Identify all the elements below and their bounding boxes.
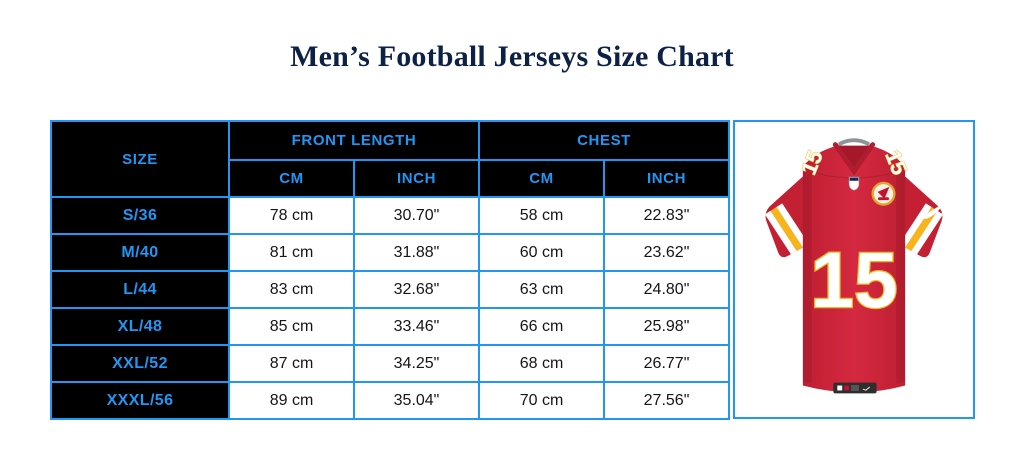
header-chest-cm: CM [478, 159, 606, 198]
swoosh-icon [920, 202, 944, 219]
front-cm-value: 89 cm [228, 381, 355, 420]
front-inch-value: 35.04" [352, 381, 481, 420]
page-title: Men’s Football Jerseys Size Chart [290, 40, 734, 73]
chest-inch-value: 24.80" [603, 270, 731, 309]
size-label: XL/48 [50, 307, 230, 346]
front-cm-value: 85 cm [228, 307, 355, 346]
header-size: SIZE [50, 120, 230, 198]
chest-cm-value: 68 cm [478, 344, 606, 383]
table-row: S/36 78 cm 30.70" 58 cm 22.83" [50, 196, 731, 235]
table-row: XXL/52 87 cm 34.25" 68 cm 26.77" [50, 344, 731, 383]
chest-cm-value: 60 cm [478, 233, 606, 272]
chest-cm-value: 63 cm [478, 270, 606, 309]
collar-back-trim [838, 138, 870, 146]
right-side-shade [896, 171, 906, 384]
header-front-length: FRONT LENGTH [227, 120, 481, 161]
size-label: M/40 [50, 233, 230, 272]
front-inch-value: 30.70" [352, 196, 481, 235]
front-cm-value: 81 cm [228, 233, 355, 272]
chest-cm-value: 66 cm [478, 307, 606, 346]
front-cm-value: 83 cm [228, 270, 355, 309]
chest-number: 15 [810, 236, 898, 324]
header-front-inch: INCH [352, 159, 481, 198]
jersey-product-image: 15 15 15 [733, 120, 976, 419]
header-chest-inch: INCH [603, 159, 731, 198]
front-inch-value: 32.68" [352, 270, 481, 309]
chest-inch-value: 25.98" [603, 307, 731, 346]
size-chart-table: SIZE FRONT LENGTH CHEST CM INCH CM INCH … [50, 120, 731, 420]
chest-inch-value: 22.83" [603, 196, 731, 235]
chest-cm-value: 58 cm [478, 196, 606, 235]
left-side-shade [802, 171, 812, 384]
front-inch-value: 31.88" [352, 233, 481, 272]
football-jersey-illustration: 15 15 15 [765, 138, 944, 394]
nfl-shield-icon [848, 176, 860, 191]
table-row: L/44 83 cm 32.68" 63 cm 24.80" [50, 270, 731, 309]
collar-v-inner [837, 145, 871, 174]
jersey-torso [802, 145, 906, 393]
size-chart-layout: SIZE FRONT LENGTH CHEST CM INCH CM INCH … [50, 120, 976, 420]
chest-inch-value: 27.56" [603, 381, 731, 420]
table-row: M/40 81 cm 31.88" 60 cm 23.62" [50, 233, 731, 272]
team-patch-icon [871, 181, 896, 206]
front-inch-value: 33.46" [352, 307, 481, 346]
front-inch-value: 34.25" [352, 344, 481, 383]
front-cm-value: 78 cm [228, 196, 355, 235]
header-chest: CHEST [478, 120, 731, 161]
size-label: XXXL/56 [50, 381, 230, 420]
size-label: S/36 [50, 196, 230, 235]
jock-tag [833, 382, 877, 394]
chest-cm-value: 70 cm [478, 381, 606, 420]
table-row: XXXL/56 89 cm 35.04" 70 cm 27.56" [50, 381, 731, 420]
collar-v-trim [832, 142, 876, 176]
size-label: XXL/52 [50, 344, 230, 383]
front-cm-value: 87 cm [228, 344, 355, 383]
header-front-cm: CM [228, 159, 355, 198]
size-label: L/44 [50, 270, 230, 309]
table-row: XL/48 85 cm 33.46" 66 cm 25.98" [50, 307, 731, 346]
chest-inch-value: 23.62" [603, 233, 731, 272]
chest-inch-value: 26.77" [603, 344, 731, 383]
